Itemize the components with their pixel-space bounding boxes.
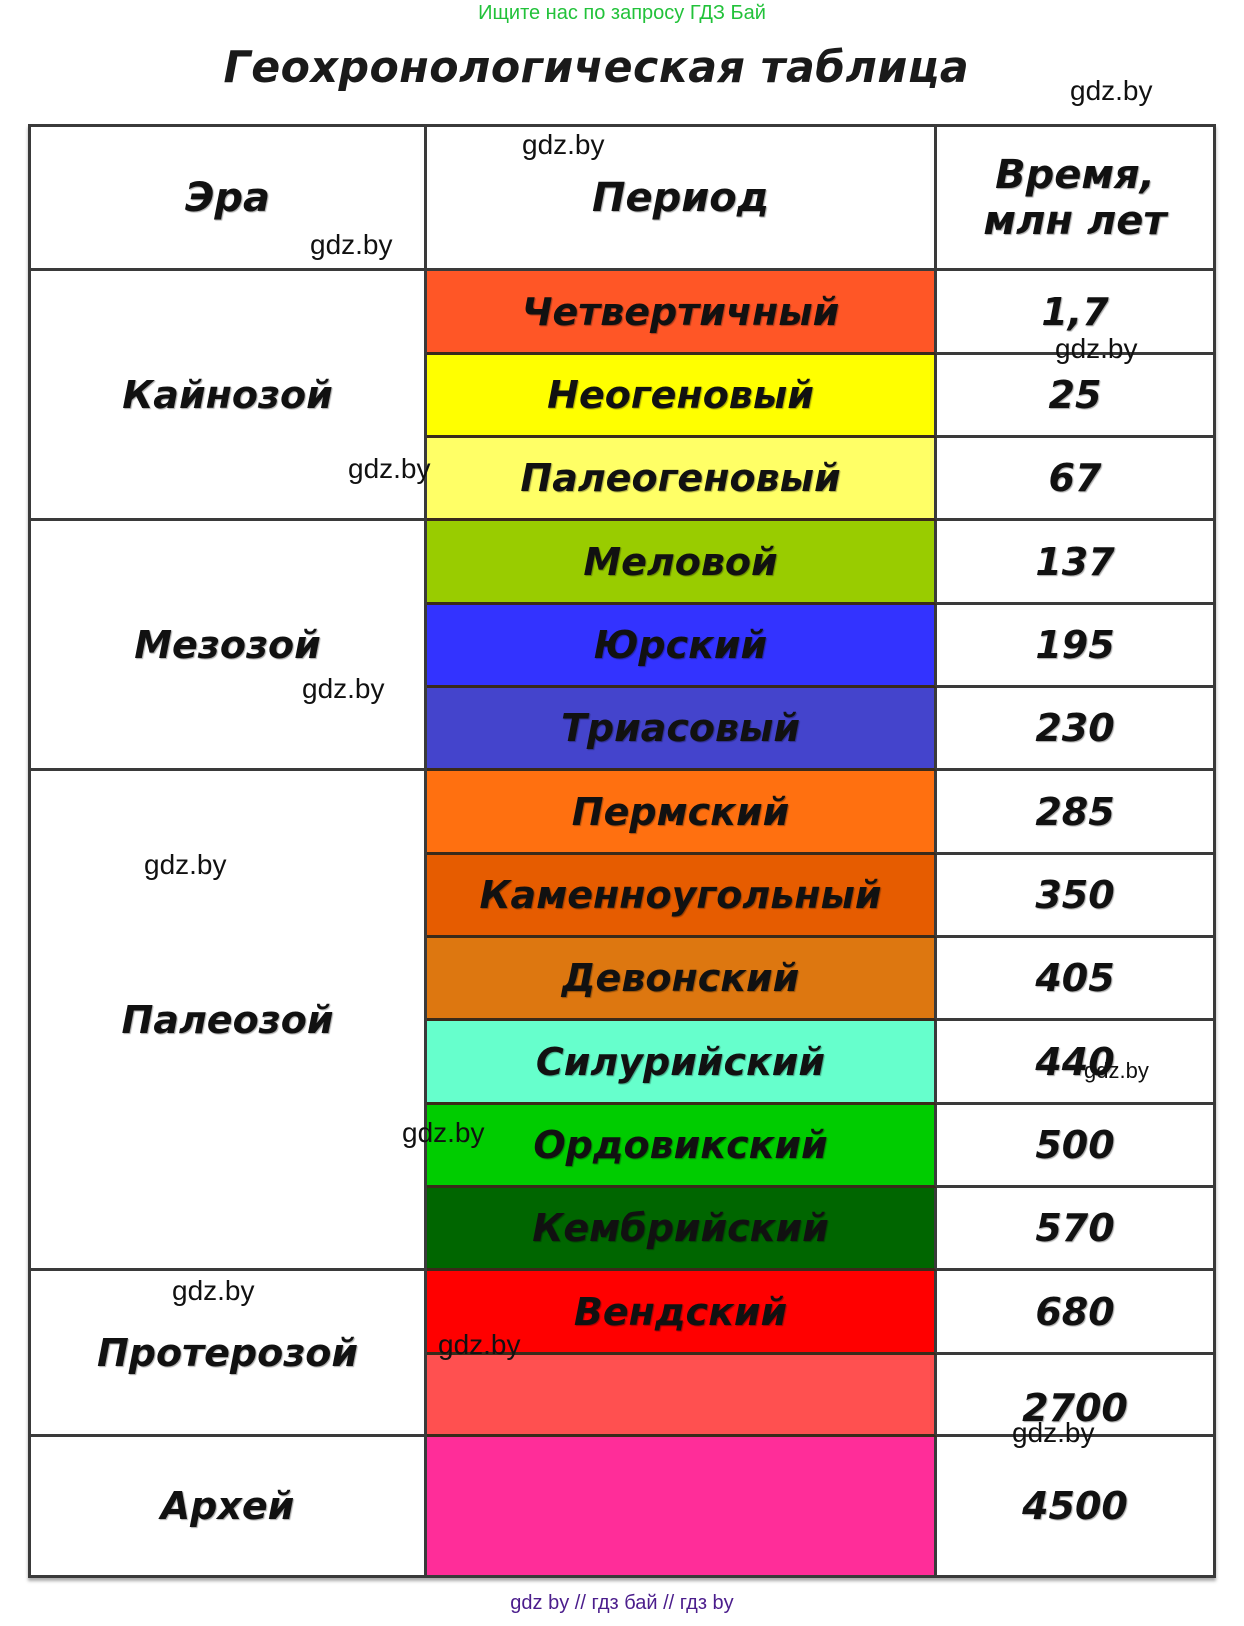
time-value: 500 xyxy=(937,1105,1213,1188)
page-title: Геохронологическая таблица xyxy=(0,42,1244,93)
header-time-line1: Время, xyxy=(995,151,1155,198)
period-triassic: Триасовый xyxy=(427,688,937,771)
watermark: gdz.by xyxy=(522,129,605,160)
header-period: Период xyxy=(427,127,937,271)
period-proterozoic-early xyxy=(427,1355,937,1437)
period-quaternary: Четвертичный xyxy=(427,271,937,355)
header-time: Время, млн лет xyxy=(937,127,1213,271)
geochronological-table: Эра Период Время, млн лет Кайнозой Мезоз… xyxy=(28,124,1216,1578)
time-value: 2700 xyxy=(937,1355,1213,1437)
header-era: Эра xyxy=(31,127,427,271)
time-value: 440 xyxy=(937,1021,1213,1105)
header-time-line2: млн лет xyxy=(983,197,1167,244)
period-neogene: Неогеновый xyxy=(427,355,937,438)
watermark: gdz.by xyxy=(1055,333,1138,364)
time-value: 137 xyxy=(937,521,1213,605)
time-value: 680 xyxy=(937,1271,1213,1355)
time-value: 1,7 xyxy=(937,271,1213,355)
era-cenozoic: Кайнозой xyxy=(31,271,427,521)
period-paleogene: Палеогеновый xyxy=(427,438,937,521)
time-value: 195 xyxy=(937,605,1213,688)
watermark: gdz.by xyxy=(438,1329,521,1360)
time-value: 350 xyxy=(937,855,1213,938)
footer-links: gdz by // гдз бай // гдз by xyxy=(510,1592,734,1614)
period-jurassic: Юрский xyxy=(427,605,937,688)
title-text: Геохронологическая таблица xyxy=(223,42,969,93)
search-hint-banner: Ищите нас по запросу ГДЗ Бай xyxy=(478,2,766,24)
period-cambrian: Кембрийский xyxy=(427,1188,937,1271)
time-value: 230 xyxy=(937,688,1213,771)
time-value: 67 xyxy=(937,438,1213,521)
period-cretaceous: Меловой xyxy=(427,521,937,605)
period-devonian: Девонский xyxy=(427,938,937,1021)
watermark: gdz.by xyxy=(1070,75,1153,106)
watermark: gdz.by xyxy=(348,453,431,484)
watermark: gdz.by xyxy=(1012,1417,1095,1448)
period-carboniferous: Каменноугольный xyxy=(427,855,937,938)
watermark: gdz.by xyxy=(1084,1058,1149,1083)
era-paleozoic: Палеозой xyxy=(31,771,427,1271)
period-ordovician: Ордовикский xyxy=(427,1105,937,1188)
watermark: gdz.by xyxy=(402,1117,485,1148)
watermark: gdz.by xyxy=(144,849,227,880)
watermark: gdz.by xyxy=(172,1275,255,1306)
time-value: 4500 xyxy=(1022,1484,1128,1528)
period-permian: Пермский xyxy=(427,771,937,855)
watermark: gdz.by xyxy=(302,673,385,704)
time-value: 405 xyxy=(937,938,1213,1021)
era-proterozoic: Протерозой xyxy=(31,1271,427,1437)
period-vendian: Вендский xyxy=(427,1271,937,1355)
time-value: 25 xyxy=(937,355,1213,438)
watermark: gdz.by xyxy=(310,229,393,260)
time-value: 570 xyxy=(937,1188,1213,1271)
period-archean xyxy=(427,1437,937,1575)
time-value: 285 xyxy=(937,771,1213,855)
period-silurian: Силурийский xyxy=(427,1021,937,1105)
era-archean: Архей xyxy=(31,1437,427,1575)
era-mesozoic: Мезозой xyxy=(31,521,427,771)
